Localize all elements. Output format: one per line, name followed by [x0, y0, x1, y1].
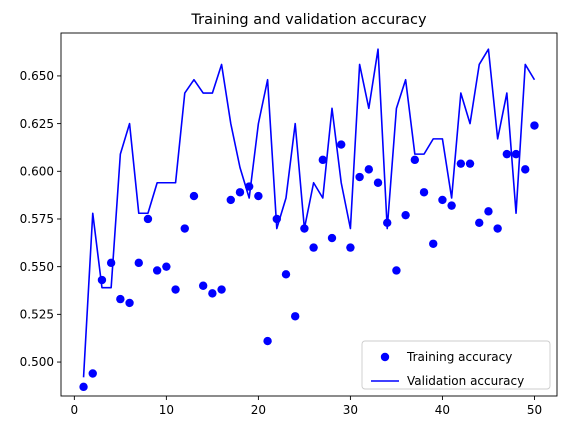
training-accuracy-point [364, 165, 374, 174]
training-accuracy-point [208, 289, 217, 298]
training-accuracy-point [171, 285, 180, 294]
training-accuracy-point [475, 218, 484, 227]
x-tick-label: 50 [527, 403, 542, 417]
x-tick-label: 40 [435, 403, 450, 417]
training-accuracy-point [429, 239, 438, 248]
series-layer [79, 48, 539, 392]
x-tick-label: 20 [251, 403, 266, 417]
x-tick-label: 10 [159, 403, 174, 417]
training-accuracy-point [88, 369, 97, 378]
training-accuracy-point [198, 281, 208, 290]
training-accuracy-point [235, 188, 245, 197]
y-tick-label: 0.575 [20, 212, 54, 226]
training-accuracy-point [263, 336, 272, 346]
training-accuracy-point [401, 210, 410, 220]
training-accuracy-point [116, 294, 125, 304]
legend-label-validation: Validation accuracy [407, 374, 524, 388]
training-accuracy-point [318, 155, 328, 165]
training-accuracy-point [272, 214, 281, 224]
training-accuracy-point [438, 195, 447, 205]
training-accuracy-point [254, 191, 263, 201]
training-accuracy-point [300, 224, 309, 233]
training-accuracy-point [143, 214, 153, 224]
training-accuracy-point [152, 266, 162, 275]
y-tick-label: 0.650 [20, 69, 54, 83]
y-tick-label: 0.625 [20, 117, 54, 131]
training-accuracy-point [355, 172, 364, 182]
training-accuracy-point [327, 233, 337, 243]
training-accuracy-point [392, 266, 401, 275]
y-tick-label: 0.525 [20, 308, 54, 322]
legend: Training accuracy Validation accuracy [361, 340, 551, 390]
training-accuracy-point [419, 188, 429, 197]
training-accuracy-point [521, 165, 530, 174]
training-accuracy-point [134, 258, 143, 268]
training-accuracy-point [79, 382, 88, 392]
legend-marker-training [380, 352, 390, 362]
x-tick-label: 30 [343, 403, 358, 417]
training-accuracy-point [290, 312, 300, 321]
training-accuracy-point [502, 149, 512, 159]
training-accuracy-point [180, 224, 189, 233]
chart-title: Training and validation accuracy [190, 12, 427, 28]
y-tick-label: 0.500 [20, 355, 54, 369]
training-accuracy-point [383, 218, 392, 227]
training-accuracy-point [226, 195, 235, 205]
plot-frame [60, 32, 558, 397]
training-accuracy-point [106, 258, 116, 268]
training-accuracy-point [511, 149, 521, 159]
training-accuracy-point [244, 182, 254, 191]
training-accuracy-point [447, 201, 456, 210]
training-accuracy-point [309, 243, 318, 252]
x-tick-label: 0 [71, 403, 79, 417]
training-accuracy-point [373, 178, 383, 187]
training-accuracy-point [337, 140, 346, 149]
training-accuracy-point [493, 224, 502, 233]
training-accuracy-point [456, 159, 466, 168]
training-accuracy-point [217, 285, 226, 294]
training-accuracy-point [125, 298, 134, 308]
training-accuracy-point [97, 275, 107, 285]
training-accuracy-point [410, 155, 420, 165]
y-tick-label: 0.600 [20, 164, 54, 178]
x-axis: 0 10 20 30 40 50 [71, 396, 542, 417]
training-accuracy-point [281, 270, 291, 279]
training-accuracy-point [530, 121, 539, 130]
training-accuracy-point [189, 191, 199, 201]
y-tick-label: 0.550 [20, 260, 54, 274]
training-accuracy-point [465, 159, 475, 168]
validation-accuracy-line [82, 48, 536, 378]
training-accuracy-point [346, 243, 355, 252]
y-axis: 0.500 0.525 0.550 0.575 0.600 0.625 0.650 [20, 69, 61, 369]
training-accuracy-point [484, 207, 493, 216]
legend-label-training: Training accuracy [406, 350, 512, 364]
training-accuracy-point [162, 262, 171, 271]
legend-box [361, 340, 551, 390]
